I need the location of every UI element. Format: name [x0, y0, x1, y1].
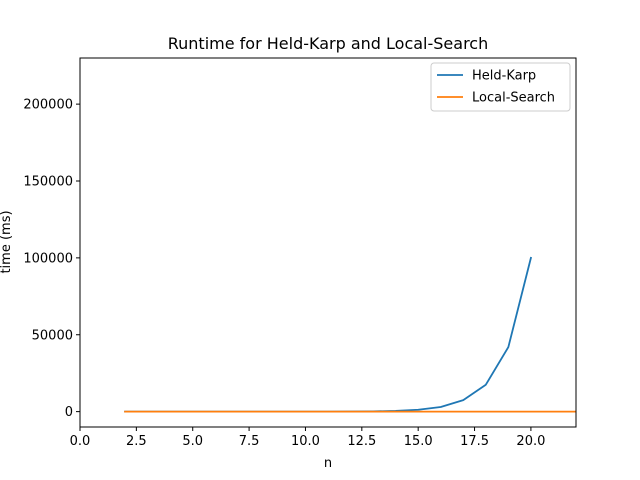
y-tick-label: 200000	[23, 98, 73, 113]
x-tick-label: 20.0	[516, 434, 545, 449]
legend-box	[430, 62, 571, 112]
x-tick-label: 5.0	[182, 434, 203, 449]
x-tick-label: 0.0	[70, 434, 91, 449]
y-tick-label: 50000	[32, 328, 73, 343]
y-tick-label: 150000	[23, 175, 73, 190]
series-layer	[124, 256, 576, 413]
legend-label: Local-Search	[472, 91, 555, 106]
y-axis-ticks: 0 50000 100000 150000 200000	[23, 98, 80, 420]
x-axis-ticks: 0.0 2.5 5.0 7.5 10.0 12.5 15.0 17.5 20.0	[70, 427, 545, 449]
axes-frame	[79, 57, 577, 428]
y-axis-label: time (ms)	[0, 210, 14, 273]
x-tick-label: 17.5	[460, 434, 489, 449]
x-tick-label: 15.0	[404, 434, 433, 449]
x-tick-label: 12.5	[347, 434, 376, 449]
x-tick-label: 10.0	[291, 434, 320, 449]
x-tick-label: 2.5	[126, 434, 147, 449]
chart-title: Runtime for Held-Karp and Local-Search	[168, 34, 488, 53]
y-tick-label: 100000	[23, 251, 73, 266]
x-tick-label: 7.5	[239, 434, 260, 449]
y-tick-label: 0	[65, 405, 73, 420]
legend-label: Held-Karp	[472, 69, 536, 84]
x-axis-label: n	[324, 456, 332, 471]
legend: Held-Karp Local-Search	[430, 62, 571, 112]
